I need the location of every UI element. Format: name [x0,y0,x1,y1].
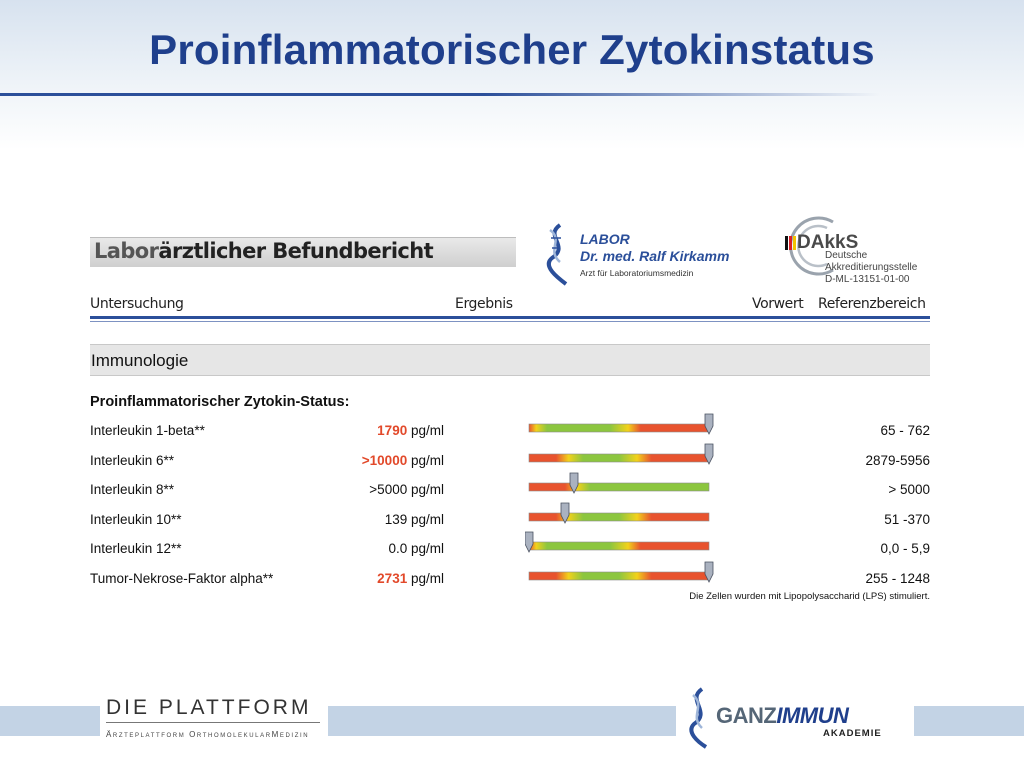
labor-logo-line3: Arzt für Laboratoriumsmedizin [580,268,694,278]
labor-logo: LABOR Dr. med. Ralf Kirkamm Arzt für Lab… [540,222,770,288]
report-heading-part2: ärztlicher Befundbericht [158,239,434,263]
gauge-bar [528,423,710,433]
labor-logo-line2: Dr. med. Ralf Kirkamm [580,248,729,264]
row-result: 1790 pg/ml [377,423,444,438]
ganzimmun-wordmark: GANZIMMUN [716,703,849,729]
dakks-name: DAkkS [797,232,859,253]
row-result-unit: pg/ml [410,570,444,586]
table-row: Interleukin 1-beta** 1790 pg/ml 65 - 762 [90,413,930,442]
result-gauge [528,413,714,435]
column-header-result: Ergebnis [455,296,513,312]
report-heading: Laborärztlicher Befundbericht [90,237,516,267]
row-result-value: 2731 [377,570,408,586]
table-row: Interleukin 6** >10000 pg/ml 2879-5956 [90,443,930,472]
gauge-marker [704,413,714,435]
helix-swirl-icon [546,223,568,286]
table-row: Interleukin 12** 0.0 pg/ml 0,0 - 5,9 [90,531,930,560]
title-band [0,0,1024,150]
row-test-name: Interleukin 12** [90,541,182,556]
column-header-previous: Vorwert [752,296,804,312]
gauge-marker [704,443,714,465]
footer-logo-panel-right [676,684,914,768]
row-test-name: Interleukin 10** [90,511,182,527]
title-underline [0,93,880,96]
row-reference-range: > 5000 [888,482,930,497]
row-test-name: Interleukin 1-beta** [90,423,205,438]
row-test-name: Tumor-Nekrose-Faktor alpha** [90,570,274,586]
row-result-unit: pg/ml [410,452,444,468]
row-reference-range: 2879-5956 [865,452,930,468]
brand-part1: GANZ [716,703,777,728]
row-result-unit: pg/ml [410,423,444,438]
result-gauge [525,531,710,553]
gauge-bar [528,541,710,551]
row-result: 0.0 pg/ml [388,541,444,556]
row-reference-range: 255 - 1248 [865,570,930,586]
table-row: Interleukin 8** >5000 pg/ml > 5000 [90,472,930,501]
helix-swirl-icon [689,687,708,749]
gauge-bar [528,571,710,580]
dakks-line2: Akkreditierungsstelle [825,262,918,273]
row-reference-range: 0,0 - 5,9 [880,541,930,556]
brand-subtitle: AKADEMIE [823,728,882,739]
plattform-title: DIE PLATTFORM [106,696,312,719]
column-header-test: Untersuchung [90,296,184,312]
plattform-subtitle: Ärzteplattform OrthomolekularMedizin [106,730,310,739]
row-result-value: 1790 [377,423,408,438]
column-header-reference: Referenzbereich [818,296,926,312]
row-result-unit: pg/ml [410,511,444,527]
row-result-value: 0.0 [388,541,408,556]
row-reference-range: 65 - 762 [880,423,930,438]
report-heading-part1: Labor [94,239,159,263]
labor-logo-prefix: Dr. med. [580,248,640,264]
dakks-line1: Deutsche [825,250,868,261]
labor-logo-line1: LABOR [580,231,630,247]
header-rule [90,316,930,319]
result-gauge [528,502,710,524]
section-title: Immunologie [91,351,189,370]
gauge-marker [569,472,579,494]
table-row: Interleukin 10** 139 pg/ml 51 -370 [90,502,930,531]
result-gauge [528,561,714,583]
gauge-bar [528,512,710,521]
row-result: >10000 pg/ml [362,453,444,468]
row-result: >5000 pg/ml [369,482,444,497]
dakks-line3: D-ML-13151-01-00 [825,274,910,285]
row-test-name: Interleukin 8** [90,482,175,497]
gauge-bar [528,453,710,462]
gauge-marker [560,502,570,524]
result-gauge [528,443,714,465]
row-result-unit: pg/ml [410,482,444,497]
row-reference-range: 51 -370 [884,511,930,527]
slide-title: Proinflammatorischer Zytokinstatus [149,26,875,73]
footnote: Die Zellen wurden mit Lipopolysaccharid … [689,591,930,602]
row-result-unit: pg/ml [410,541,444,556]
brand-part2: IMMUN [776,703,849,728]
row-result-value: 139 [384,511,408,527]
gauge-marker [525,531,534,553]
dakks-logo: DAkkS Deutsche Akkreditierungsstelle D-M… [779,210,949,285]
labor-logo-name: Ralf Kirkamm [639,248,730,264]
result-gauge [528,472,710,494]
row-result-value: >10000 [361,452,408,468]
row-result: 2731 pg/ml [377,571,444,586]
row-result-value: >5000 [369,482,408,497]
section-bar: Immunologie [90,344,930,376]
footer-logo-panel-left [100,690,328,768]
table-row: Tumor-Nekrose-Faktor alpha** 2731 pg/ml 25… [90,561,930,590]
row-test-name: Interleukin 6** [90,452,175,468]
row-result: 139 pg/ml [385,512,444,527]
header-rule-thin [90,321,930,322]
group-title: Proinflammatorischer Zytokin-Status: [90,394,350,410]
dakks-arc-icon [785,216,834,276]
gauge-bar [528,482,710,492]
plattform-divider [106,722,320,723]
gauge-marker [704,561,714,583]
